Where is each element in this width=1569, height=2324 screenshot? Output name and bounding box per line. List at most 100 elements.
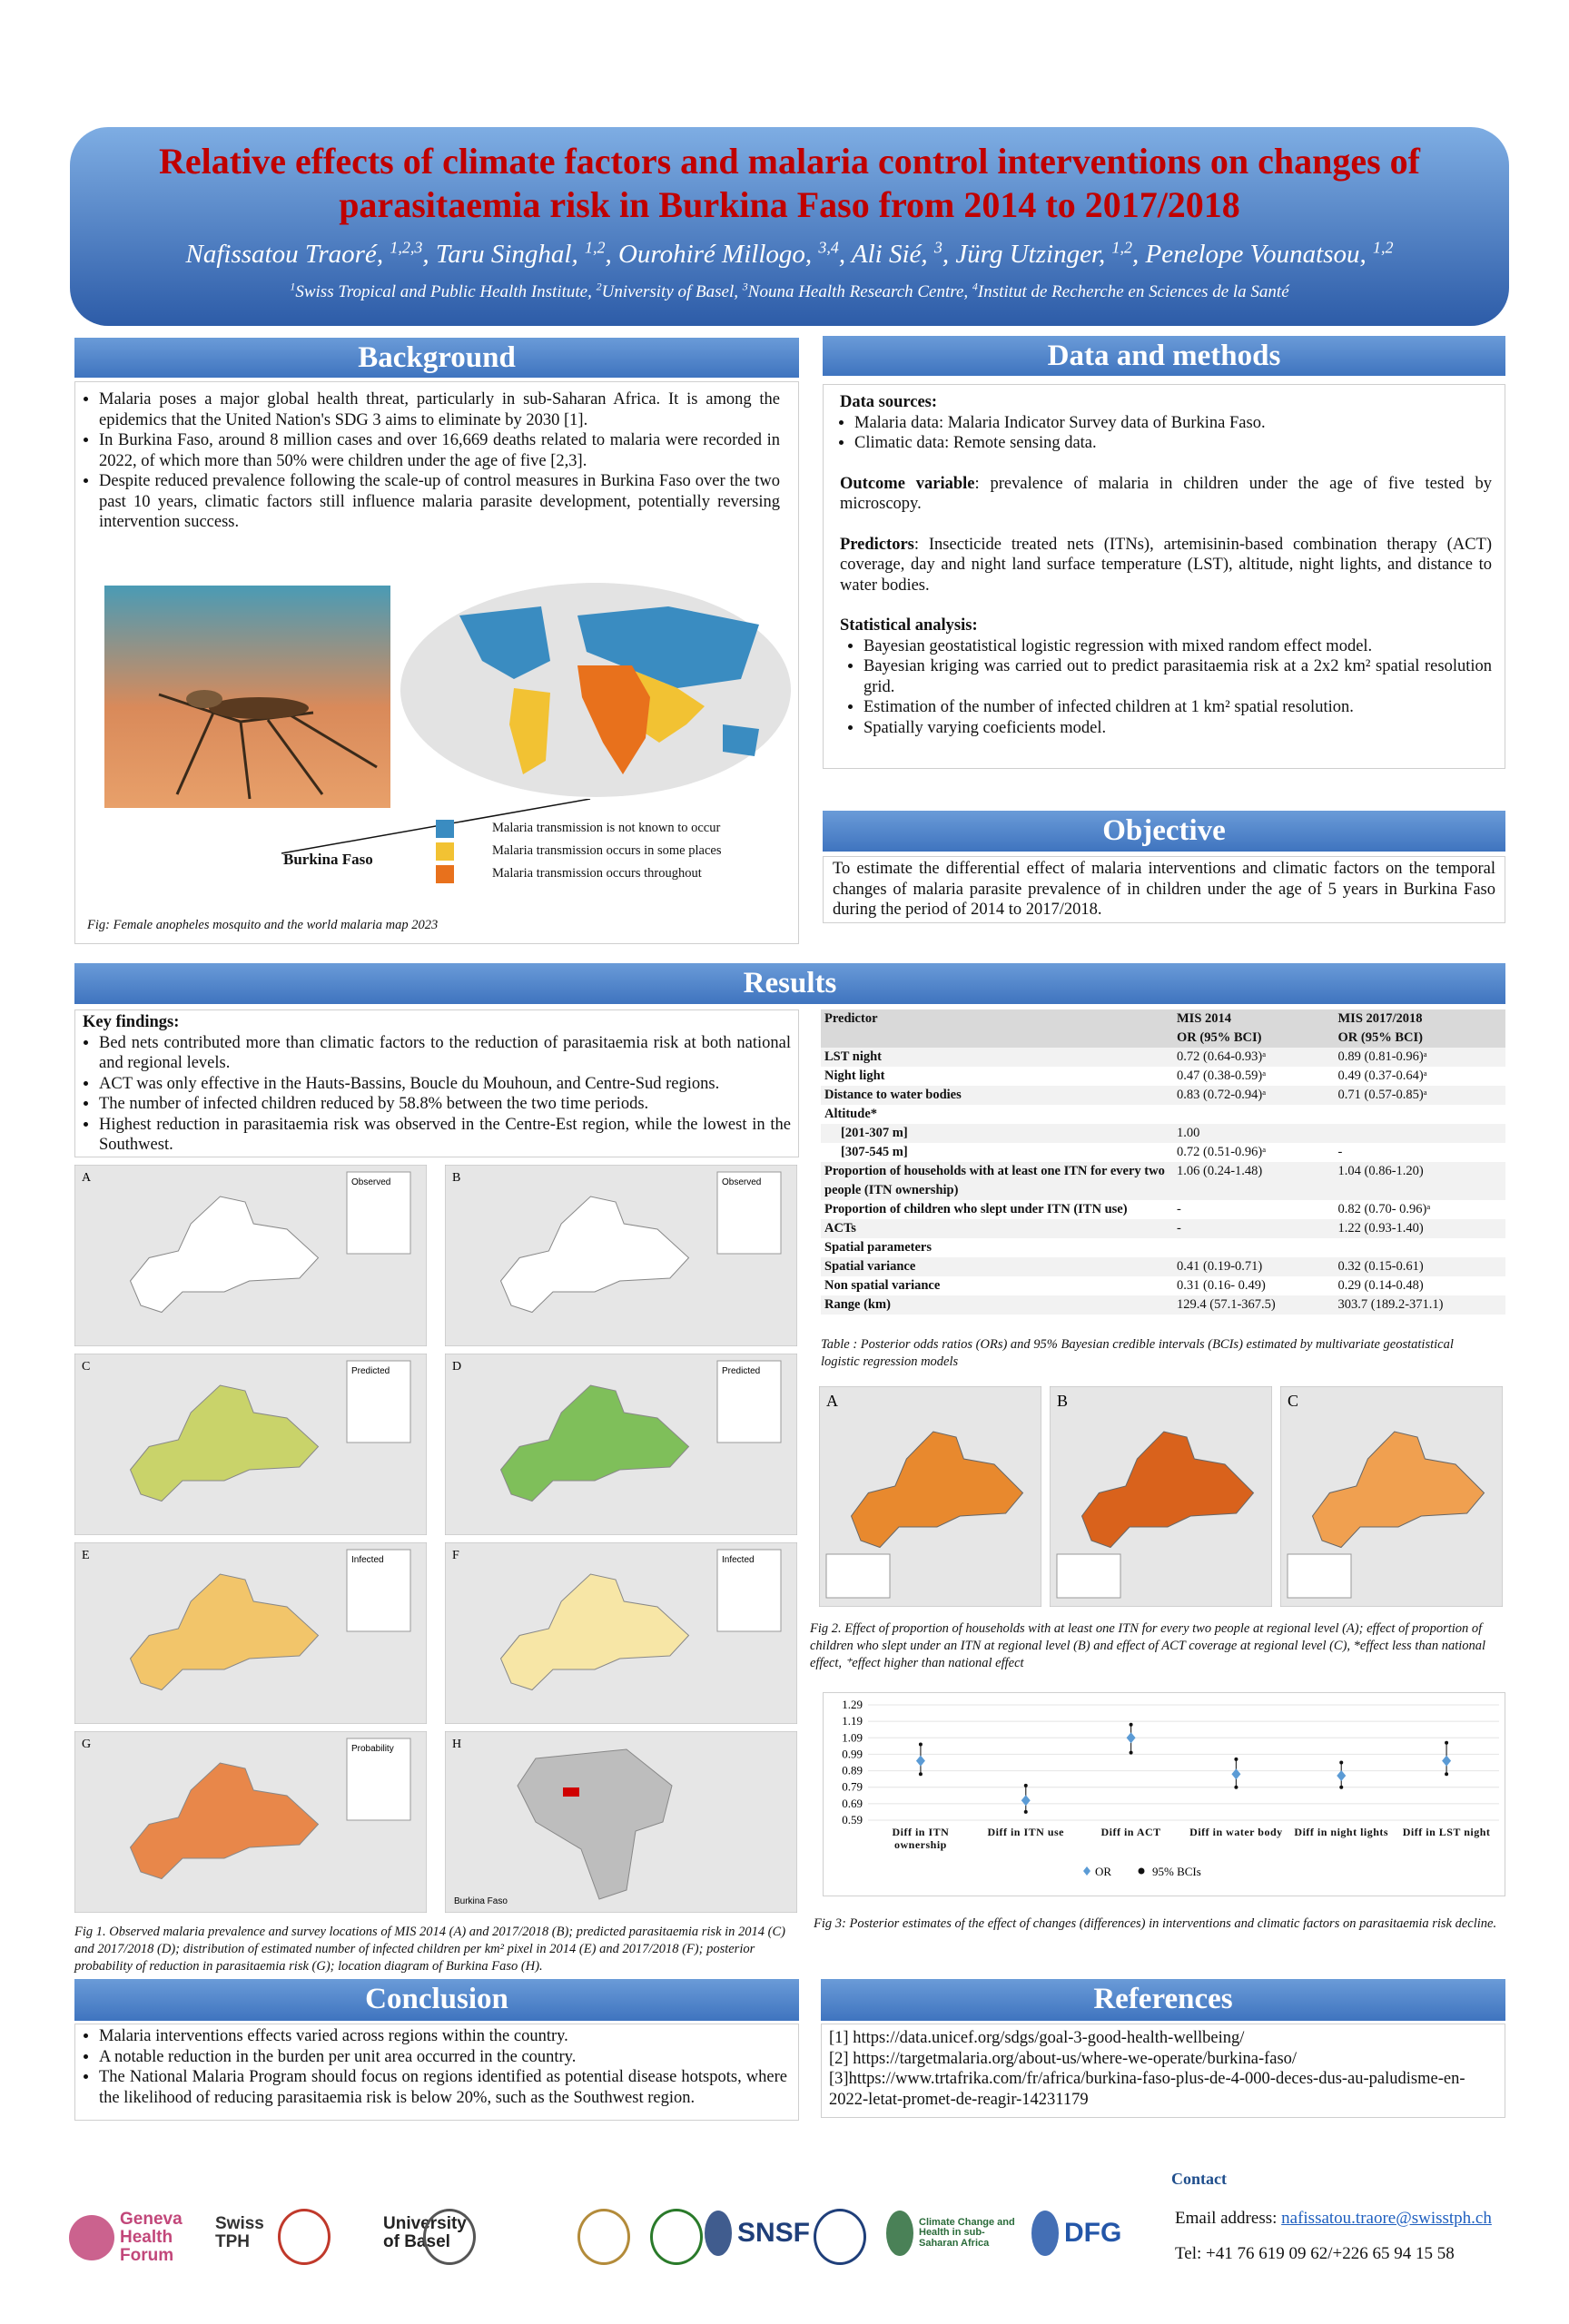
author-name: Penelope Vounatsou (1146, 240, 1373, 269)
caption: Fig 1. Observed malaria prevalence and s… (74, 1925, 785, 1974)
label: Predictors (840, 535, 914, 554)
table-cell: Distance to water bodies (821, 1086, 1173, 1105)
map-panel: E Infected (74, 1542, 427, 1724)
logo-icon (278, 2209, 331, 2265)
legend-swatch (436, 842, 454, 861)
affiliation: 3Nouna Health Research Centre (742, 280, 972, 301)
table-row: Non spatial variance 0.31 (0.16- 0.49) 0.2… (821, 1276, 1505, 1295)
logo-icon (705, 2211, 732, 2256)
table-cell: 0.72 (0.64-0.93)ᵃ (1173, 1048, 1335, 1067)
tel: Tel: +41 76 619 09 62/+226 65 94 15 58 (1175, 2244, 1455, 2263)
bullet: In Burkina Faso, around 8 million cases … (99, 430, 780, 471)
map-panel: D Predicted (445, 1354, 797, 1535)
table-row: Altitude* (821, 1105, 1505, 1124)
logo-text: DFG (1064, 2218, 1122, 2249)
table-cell: 0.83 (0.72-0.94)ᵃ (1173, 1086, 1335, 1105)
author-sup: 3 (933, 238, 942, 256)
table-cell: 0.49 (0.37-0.64)ᵃ (1337, 1068, 1427, 1083)
panel-letter: C (1288, 1392, 1298, 1410)
table-cell (1334, 1124, 1505, 1143)
map-grid: A Observed B Observed C Predicted D Predicted E I… (74, 1165, 799, 1918)
map-panel: G Probability (74, 1731, 427, 1913)
legend-box (346, 1360, 411, 1443)
table-row: Spatial parameters (821, 1238, 1505, 1257)
section-header: Background (74, 338, 799, 378)
logo: Geneva Health Forum (69, 2211, 183, 2265)
legend-label: Malaria transmission occurs in some plac… (492, 843, 722, 858)
table-cell: [201-307 m] (821, 1124, 1173, 1143)
y-tick-label: 0.89 (842, 1764, 863, 1777)
affiliations: 1Swiss Tropical and Public Health Instit… (70, 281, 1509, 302)
or-marker (1442, 1755, 1452, 1767)
africa-shape (517, 1748, 673, 1900)
authors: Nafissatou Traoré1,2,3Taru Singhal1,2Our… (70, 238, 1509, 270)
legend-title: Infected (351, 1555, 384, 1565)
label: Statistical analysis: (840, 616, 978, 635)
bullet: The National Malaria Program should focu… (99, 2067, 787, 2108)
table-cell: 0.41 (0.19-0.71) (1173, 1257, 1335, 1276)
logo: Swiss TPH (183, 2211, 301, 2256)
paragraph: Predictors: Insecticide treated nets (IT… (840, 535, 1492, 596)
bci-high (1339, 1760, 1344, 1765)
reference: [3]https://www.trtafrika.com/fr/africa/b… (829, 2070, 1465, 2109)
panel-letter: G (82, 1738, 91, 1751)
logo-text: Swiss TPH (215, 2214, 264, 2251)
table-cell: 0.29 (0.14-0.48) (1337, 1278, 1424, 1293)
bci-high (1023, 1783, 1028, 1787)
affiliation-name: Nouna Health Research Centre (747, 281, 964, 301)
legend-box (346, 1738, 411, 1821)
poster-title: Relative effects of climate factors and … (159, 141, 1420, 225)
table-cell: Night light (824, 1068, 885, 1083)
author-name: Ali Sié (852, 240, 934, 269)
logo-icon (886, 2211, 913, 2256)
author: Penelope Vounatsou1,2 (1146, 238, 1394, 269)
y-tick-label: 1.09 (842, 1730, 863, 1744)
logo-text: Climate Change and Health in sub-Saharan… (919, 2216, 1015, 2249)
email-line: Email address: nafissatou.traore@swisstp… (1175, 2209, 1492, 2229)
legend-title: Burkina Faso (454, 1896, 508, 1906)
country-shape (129, 1762, 320, 1880)
table-row: Range (km) 129.4 (57.1-367.5) 303.7 (189.2… (821, 1295, 1505, 1315)
author: Taru Singhal1,2 (436, 238, 618, 269)
label: Outcome variable (840, 474, 975, 493)
table-body: LST night 0.72 (0.64-0.93)ᵃ 0.89 (0.81-0.9… (821, 1048, 1505, 1315)
affiliation-sup: 1 (290, 280, 296, 293)
text: : Insecticide treated nets (ITNs), artem… (840, 535, 1492, 595)
map-legend: Malaria transmission is not known to occ… (436, 817, 781, 885)
table-row: Proportion of households with at least o… (821, 1162, 1505, 1200)
caption: Fig 2. Effect of proportion of household… (810, 1621, 1486, 1670)
x-tick-label: Diff in water body (1189, 1826, 1283, 1838)
legend-box (716, 1171, 782, 1255)
email[interactable]: nafissatou.traore@swisstph.ch (1281, 2209, 1492, 2228)
author-name: Nafissatou Traoré (186, 240, 390, 269)
table-cell: 0.72 (0.51-0.96)ᵃ (1177, 1145, 1267, 1159)
bci-low (1445, 1772, 1449, 1777)
table-cell: 0.82 (0.70- 0.96)ᵃ (1337, 1202, 1431, 1216)
affiliation-sup: 4 (972, 280, 978, 293)
bullet-list: Malaria interventions effects varied acr… (75, 2026, 787, 2108)
affiliation-sup: 3 (742, 280, 748, 293)
table-cell: LST night (821, 1048, 1173, 1067)
logo-row: Geneva Health Forum Swiss TPH University o… (69, 2201, 1140, 2283)
affiliation: 1Swiss Tropical and Public Health Instit… (290, 280, 596, 301)
methods-box: Data sources: Malaria data: Malaria Indi… (823, 384, 1505, 769)
legend-title: Probability (351, 1744, 394, 1754)
country-shape (1311, 1431, 1485, 1549)
legend-swatch (436, 819, 454, 838)
header-cell: Predictor (821, 1009, 1173, 1029)
logo-icon (423, 2209, 476, 2265)
legend-title: Predicted (722, 1366, 760, 1376)
map-panel: C Predicted (74, 1354, 427, 1535)
table-cell (1173, 1105, 1334, 1124)
table-cell (1334, 1105, 1505, 1124)
bci-low (1339, 1785, 1344, 1789)
author-sup: 1,2 (1111, 238, 1133, 256)
legend-box (716, 1360, 782, 1443)
header-cell: MIS 2017/2018 (1334, 1009, 1505, 1029)
logo-text: SNSF (737, 2218, 811, 2249)
affiliation: 4Institut de Recherche en Sciences de la… (972, 280, 1289, 301)
label: Email address: (1175, 2209, 1278, 2228)
section-header: References (821, 1979, 1505, 2021)
reference: [1] https://data.unicef.org/sdgs/goal-3-… (829, 2029, 1245, 2047)
